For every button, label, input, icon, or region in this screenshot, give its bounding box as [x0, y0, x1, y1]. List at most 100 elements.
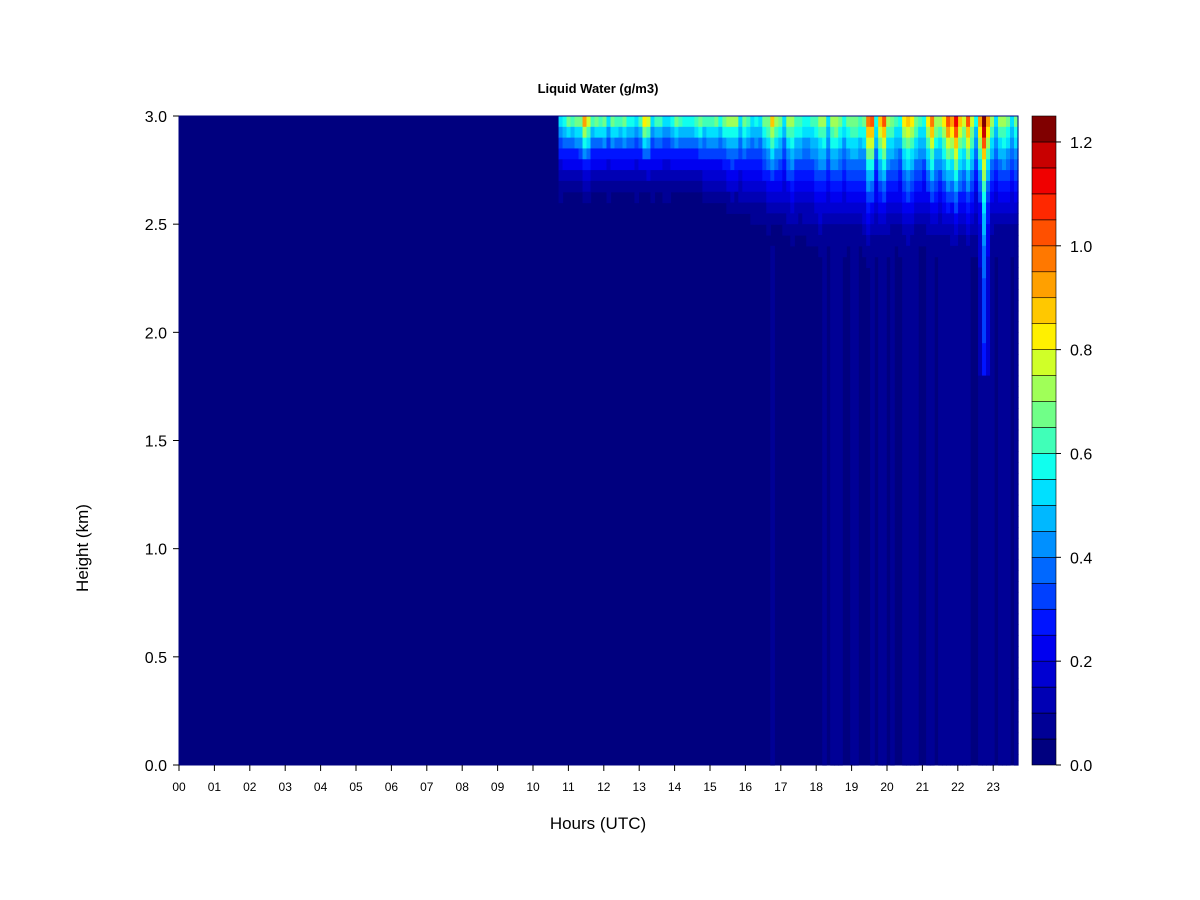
field-cell	[946, 472, 951, 485]
field-cell	[822, 483, 827, 496]
field-cell	[802, 191, 807, 204]
field-cell	[958, 667, 963, 680]
field-cell	[902, 537, 907, 550]
field-cell	[830, 613, 835, 625]
field-cell	[778, 159, 783, 171]
field-cell	[746, 180, 751, 193]
field-cell	[870, 386, 875, 398]
field-cell	[822, 267, 827, 279]
field-cell	[822, 656, 827, 669]
field-cell	[998, 116, 1003, 128]
field-cell	[574, 170, 580, 182]
field-cell	[982, 710, 987, 723]
field-cell	[850, 678, 855, 690]
field-cell	[986, 581, 991, 593]
field-cell	[750, 159, 755, 171]
field-cell	[870, 375, 875, 388]
field-cell	[770, 137, 775, 150]
field-cell	[906, 180, 911, 193]
field-cell	[902, 289, 907, 301]
field-cell	[994, 116, 999, 128]
field-cell	[998, 137, 1003, 150]
field-cell	[906, 624, 911, 636]
field-cell	[770, 537, 775, 550]
field-cell	[910, 700, 915, 712]
field-cell	[734, 180, 739, 193]
field-cell	[734, 159, 739, 171]
field-cell	[622, 159, 628, 171]
field-cell	[990, 386, 995, 398]
field-cell	[662, 126, 668, 139]
field-cell	[814, 148, 819, 160]
field-cell	[950, 505, 955, 517]
field-cell	[850, 613, 855, 625]
field-cell	[802, 213, 807, 225]
field-cell	[962, 224, 967, 236]
field-cell	[742, 116, 747, 128]
field-cell	[778, 126, 783, 139]
field-cell	[858, 234, 863, 247]
field-cell	[970, 245, 975, 258]
field-cell	[958, 116, 963, 128]
field-cell	[670, 126, 676, 139]
field-cell	[914, 159, 919, 171]
field-cell	[842, 234, 847, 247]
field-cell	[830, 646, 835, 658]
field-cell	[830, 137, 835, 150]
field-cell	[938, 710, 943, 723]
field-cell	[942, 624, 947, 636]
field-cell	[946, 440, 951, 452]
field-cell	[1006, 267, 1011, 279]
field-cell	[738, 137, 743, 150]
field-cell	[782, 191, 787, 204]
field-cell	[762, 180, 767, 193]
field-cell	[738, 170, 743, 182]
field-cell	[990, 754, 995, 766]
field-cell	[990, 170, 995, 182]
field-cell	[942, 635, 947, 647]
field-cell	[642, 137, 648, 150]
field-cell	[1002, 462, 1007, 474]
field-cell	[954, 159, 959, 171]
field-cell	[654, 148, 660, 160]
field-cell	[878, 710, 883, 723]
field-cell	[834, 646, 839, 658]
field-cell	[1002, 159, 1007, 171]
field-cell	[986, 267, 991, 279]
field-cell	[950, 375, 955, 388]
field-cell	[962, 332, 967, 344]
field-cell	[938, 397, 943, 409]
field-cell	[830, 375, 835, 388]
field-cell	[826, 191, 831, 204]
field-cell	[982, 581, 987, 593]
field-cell	[950, 462, 955, 474]
field-cell	[834, 321, 839, 333]
field-cell	[962, 548, 967, 561]
field-cell	[834, 678, 839, 690]
field-cell	[962, 559, 967, 571]
field-cell	[870, 516, 875, 528]
field-cell	[998, 245, 1003, 258]
field-cell	[946, 159, 951, 171]
field-cell	[942, 570, 947, 582]
field-cell	[1002, 202, 1007, 214]
field-cell	[854, 656, 859, 669]
field-cell	[1006, 462, 1011, 474]
field-cell	[998, 700, 1003, 712]
field-cell	[906, 126, 911, 139]
field-cell	[962, 126, 967, 139]
field-cell	[854, 624, 859, 636]
field-cell	[954, 375, 959, 388]
field-cell	[926, 375, 931, 388]
field-cell	[738, 202, 743, 214]
field-cell	[890, 343, 895, 355]
field-cell	[670, 180, 676, 193]
field-cell	[882, 429, 887, 442]
field-cell	[926, 332, 931, 344]
field-cell	[938, 646, 943, 658]
field-cell	[774, 170, 779, 182]
field-cell	[946, 516, 951, 528]
field-cell	[978, 353, 983, 366]
field-cell	[942, 180, 947, 193]
field-cell	[770, 429, 775, 442]
